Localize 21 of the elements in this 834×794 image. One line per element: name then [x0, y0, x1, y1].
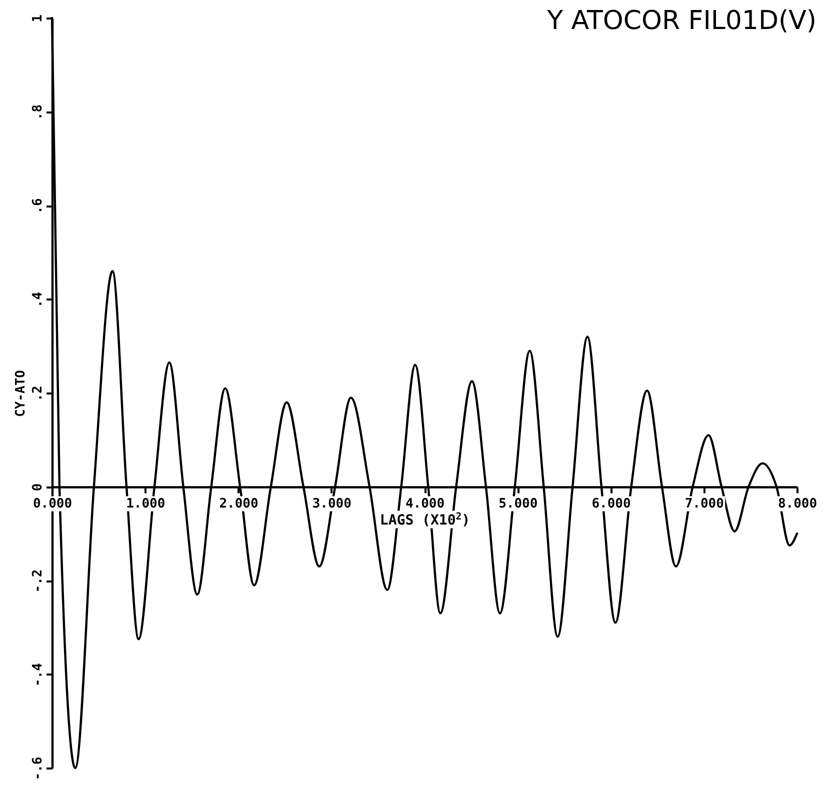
y-tick-label: -.6 [30, 756, 46, 780]
chart-title: Y ATOCOR FIL01D(V) [546, 6, 817, 36]
y-tick-label: .6 [30, 198, 46, 214]
y-tick-label: .8 [30, 104, 46, 120]
x-tick-label: 5.000 [498, 496, 538, 512]
y-tick-label: -.4 [30, 662, 46, 686]
y-tick-label: 1 [30, 14, 46, 22]
y-axis-title: CY-ATO [14, 370, 28, 417]
y-tick-label: .2 [30, 386, 46, 402]
x-tick-label: 2.000 [219, 496, 258, 512]
y-tick-label: -.2 [30, 569, 46, 593]
y-tick-label: 0 [30, 483, 46, 492]
x-tick-label: 7.000 [684, 496, 724, 512]
y-tick-label: .4 [30, 292, 46, 308]
x-tick-label: 6.000 [592, 496, 631, 512]
x-tick-label: 3.000 [312, 496, 352, 512]
x-tick-label: 8.000 [778, 496, 818, 512]
x-tick-label: 0.000 [32, 496, 72, 512]
x-tick-label: 1.000 [126, 496, 166, 512]
x-tick-label: 4.000 [405, 496, 445, 512]
x-axis-title: LAGS (X10$^{2}$) [380, 510, 470, 528]
